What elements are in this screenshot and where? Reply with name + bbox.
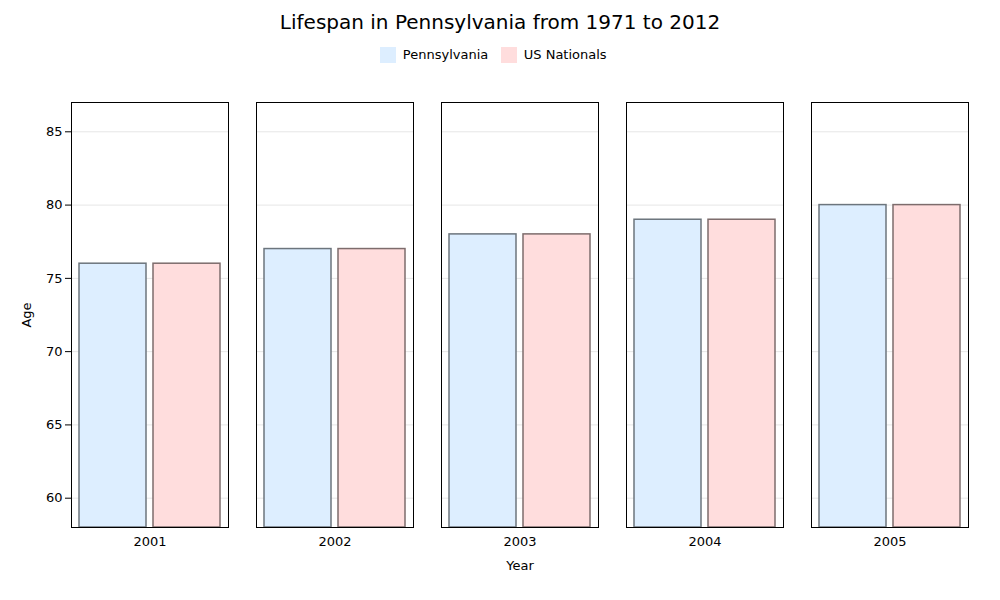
svg-text:2001: 2001 bbox=[133, 533, 166, 548]
svg-text:2004: 2004 bbox=[688, 533, 721, 548]
svg-text:2002: 2002 bbox=[318, 533, 351, 548]
svg-text:65: 65 bbox=[46, 417, 63, 432]
svg-text:2003: 2003 bbox=[503, 533, 536, 548]
svg-text:2005: 2005 bbox=[873, 533, 906, 548]
svg-text:75: 75 bbox=[46, 270, 63, 285]
svg-text:Age: Age bbox=[19, 302, 34, 327]
svg-text:85: 85 bbox=[46, 123, 63, 138]
svg-text:70: 70 bbox=[46, 343, 63, 358]
html-text:Pennsylvania: Pennsylvania bbox=[402, 47, 489, 62]
html-text:US Nationals: US Nationals bbox=[523, 47, 607, 62]
svg-text:Year: Year bbox=[505, 557, 534, 572]
svg-text:60: 60 bbox=[46, 490, 63, 505]
svg-text:80: 80 bbox=[46, 197, 63, 212]
html-text:Lifespan in Pennsylvania from: Lifespan in Pennsylvania from 1971 to 20… bbox=[279, 10, 721, 34]
